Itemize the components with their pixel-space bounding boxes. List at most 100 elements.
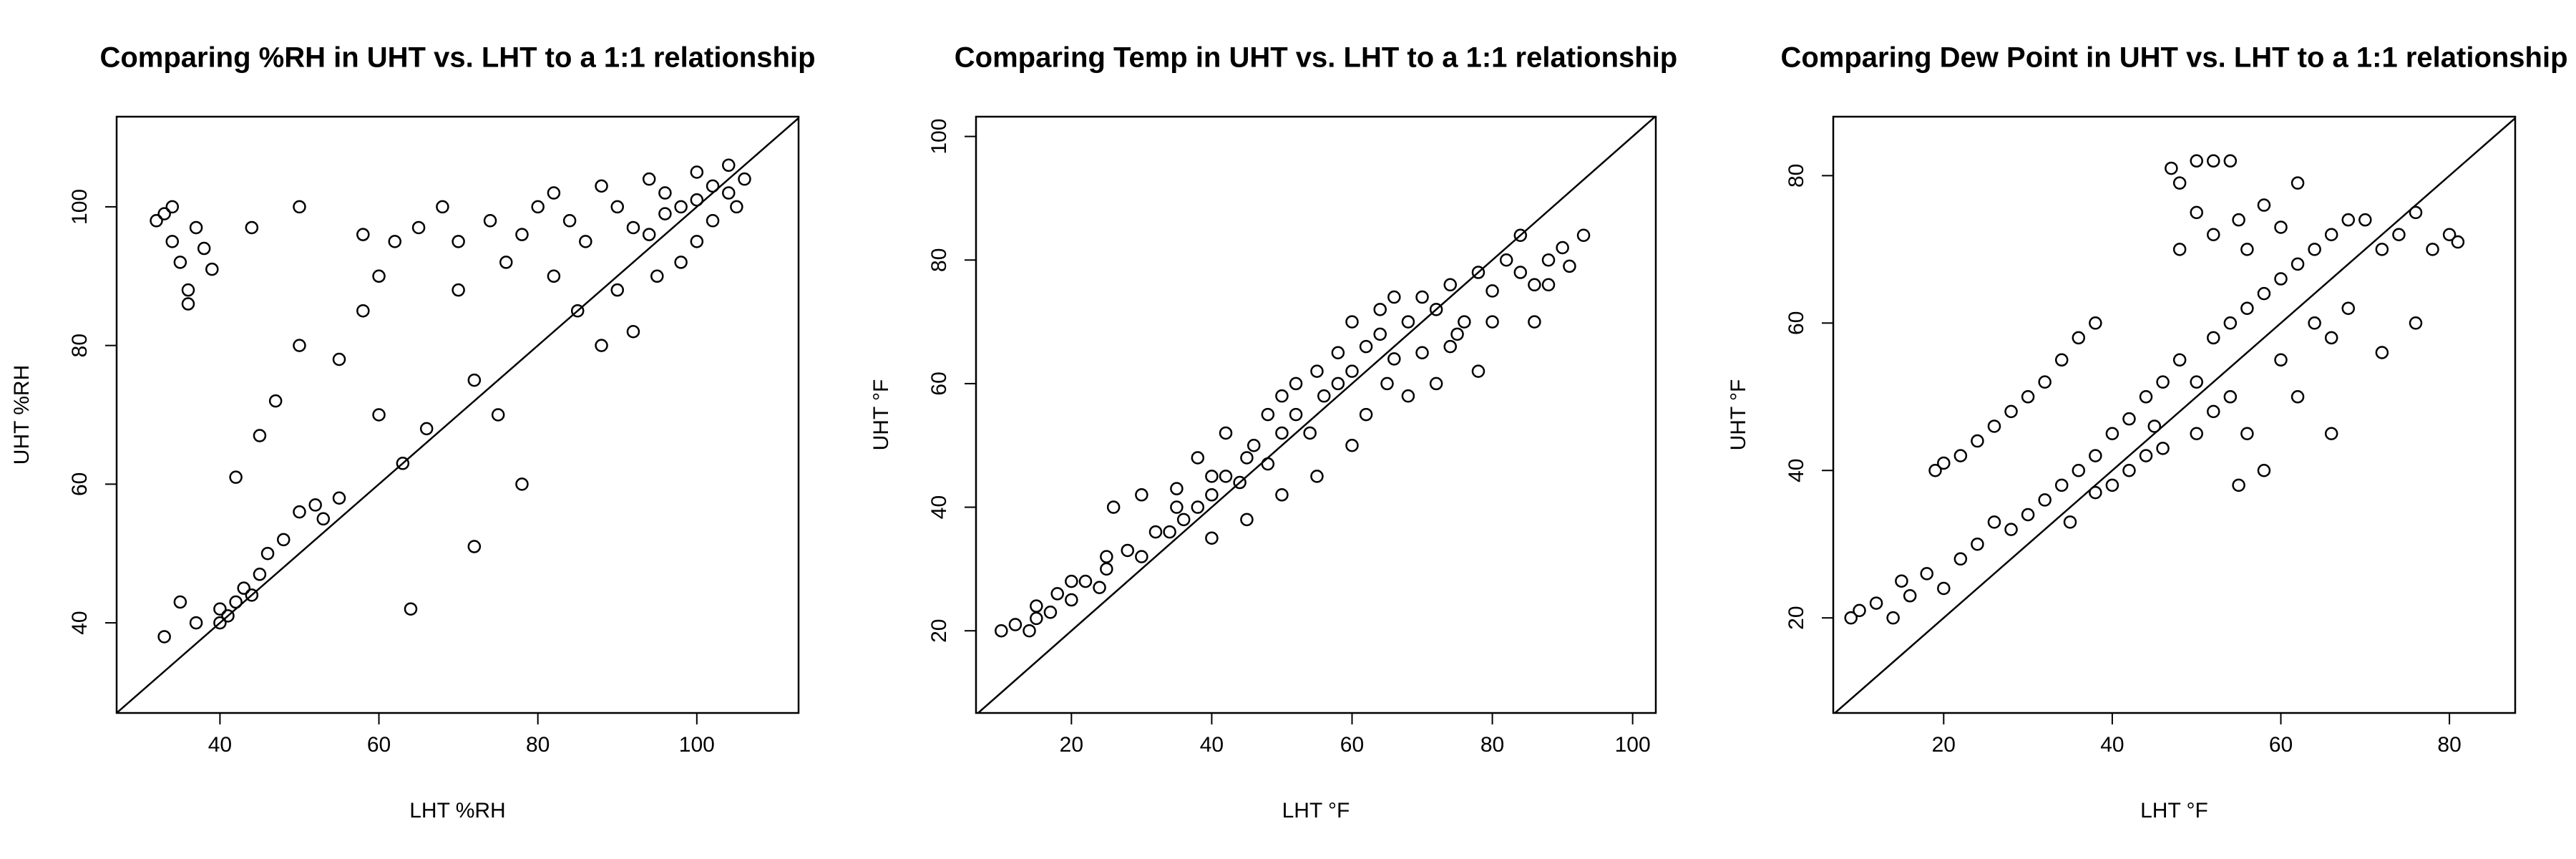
point bbox=[2147, 419, 2162, 433]
point bbox=[1971, 434, 1984, 448]
point bbox=[1100, 562, 1113, 576]
point bbox=[610, 283, 625, 297]
point bbox=[1289, 377, 1303, 391]
point bbox=[690, 193, 704, 207]
identity-line bbox=[117, 117, 799, 713]
x-axis-label: LHT %RH bbox=[409, 799, 505, 822]
point bbox=[1513, 266, 1528, 279]
point bbox=[1023, 623, 1036, 638]
x-tick-label: 40 bbox=[208, 733, 232, 757]
x-tick-label: 20 bbox=[1060, 733, 1083, 757]
point bbox=[1065, 574, 1078, 588]
point bbox=[293, 200, 306, 214]
point bbox=[2089, 449, 2102, 462]
point bbox=[1869, 596, 1883, 610]
point bbox=[2409, 205, 2423, 220]
point bbox=[2341, 213, 2356, 227]
point bbox=[388, 235, 402, 248]
y-tick-label: 60 bbox=[1785, 311, 1808, 335]
point bbox=[2156, 375, 2170, 389]
point bbox=[1541, 278, 1556, 292]
point bbox=[1331, 377, 1345, 391]
point bbox=[1050, 587, 1064, 601]
point bbox=[467, 373, 482, 387]
y-tick-label: 100 bbox=[927, 119, 951, 155]
point bbox=[547, 186, 561, 200]
point bbox=[499, 256, 513, 269]
point bbox=[2232, 213, 2245, 227]
point bbox=[2072, 331, 2086, 345]
plot-frame bbox=[1832, 115, 2517, 714]
point bbox=[2274, 272, 2288, 286]
point bbox=[1170, 500, 1184, 514]
point bbox=[595, 179, 608, 193]
point bbox=[332, 352, 346, 367]
point bbox=[1191, 451, 1205, 465]
y-tick-label: 80 bbox=[927, 248, 951, 272]
x-tick-label: 40 bbox=[2100, 733, 2124, 757]
point bbox=[995, 623, 1008, 638]
point bbox=[277, 533, 291, 547]
point bbox=[150, 214, 163, 228]
point bbox=[1387, 352, 1401, 366]
point bbox=[730, 200, 743, 214]
point bbox=[229, 470, 243, 484]
point bbox=[2139, 449, 2153, 462]
point bbox=[1359, 407, 1373, 422]
point bbox=[181, 297, 195, 311]
point bbox=[1303, 426, 1317, 440]
point bbox=[316, 512, 331, 526]
point bbox=[2223, 316, 2238, 330]
plot-frame bbox=[975, 115, 1657, 714]
x-tick-label: 60 bbox=[1340, 733, 1364, 757]
point bbox=[1205, 531, 1219, 545]
point bbox=[1485, 284, 1499, 298]
point bbox=[1485, 315, 1499, 329]
x-tick-label: 40 bbox=[1200, 733, 1224, 757]
point bbox=[157, 207, 171, 220]
y-tick-label: 80 bbox=[68, 334, 92, 357]
point bbox=[1331, 346, 1345, 359]
point bbox=[1401, 315, 1415, 329]
point bbox=[197, 241, 211, 256]
point bbox=[2257, 198, 2271, 212]
point bbox=[515, 477, 529, 491]
point bbox=[1261, 407, 1275, 422]
point bbox=[674, 200, 688, 214]
point bbox=[531, 200, 545, 214]
point bbox=[1359, 339, 1373, 354]
point bbox=[722, 186, 736, 200]
point bbox=[229, 595, 243, 609]
point bbox=[1310, 364, 1324, 378]
point bbox=[1233, 475, 1246, 490]
point bbox=[245, 588, 259, 602]
point bbox=[706, 214, 720, 228]
point bbox=[2190, 205, 2203, 220]
point bbox=[674, 256, 688, 269]
point bbox=[2172, 176, 2187, 190]
point bbox=[2341, 301, 2356, 315]
point bbox=[642, 172, 656, 186]
point bbox=[2290, 257, 2305, 271]
point bbox=[1429, 303, 1443, 316]
point bbox=[356, 228, 370, 241]
point bbox=[1261, 457, 1275, 471]
point bbox=[2426, 243, 2439, 256]
chart-title: Comparing %RH in UHT vs. LHT to a 1:1 re… bbox=[99, 42, 815, 74]
point bbox=[1471, 266, 1485, 279]
point bbox=[1556, 241, 1569, 255]
point bbox=[1100, 550, 1113, 563]
point bbox=[1920, 567, 1934, 581]
point bbox=[1219, 470, 1233, 483]
point bbox=[452, 235, 465, 248]
point bbox=[1176, 513, 1191, 527]
point bbox=[2021, 390, 2035, 404]
point bbox=[1415, 290, 1429, 304]
point bbox=[2207, 404, 2220, 419]
point bbox=[2105, 427, 2119, 441]
point bbox=[253, 568, 267, 581]
point bbox=[1170, 482, 1184, 495]
point bbox=[2240, 301, 2254, 315]
y-tick-label: 40 bbox=[927, 495, 951, 519]
point bbox=[2274, 220, 2288, 234]
